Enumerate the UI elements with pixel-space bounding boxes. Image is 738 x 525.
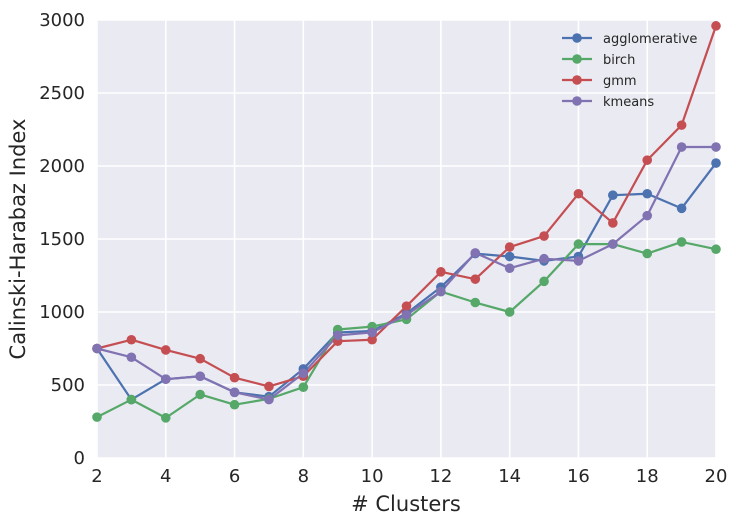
x-axis-label: # Clusters <box>351 492 461 516</box>
y-tick-label: 2000 <box>39 156 85 177</box>
data-point-kmeans <box>642 210 653 221</box>
data-point-birch <box>195 389 205 400</box>
y-axis-ticks: 0 500 1000 1500 2000 2500 3000 <box>39 10 85 469</box>
legend: agglomerative birch gmm kmeans <box>562 32 697 110</box>
x-tick-label: 8 <box>298 466 309 487</box>
y-tick-label: 1000 <box>39 302 85 323</box>
data-point-birch <box>642 248 653 259</box>
legend-label-gmm: gmm <box>603 74 637 89</box>
data-point-kmeans <box>504 263 515 274</box>
data-point-gmm <box>401 301 412 311</box>
x-tick-label: 16 <box>567 466 590 487</box>
data-point-gmm <box>642 155 653 165</box>
data-point-kmeans <box>195 371 205 382</box>
data-point-agglomerative <box>504 251 515 262</box>
series-points <box>92 21 721 423</box>
x-tick-label: 12 <box>429 466 452 487</box>
data-point-gmm <box>229 372 240 383</box>
data-point-kmeans <box>332 330 343 341</box>
data-point-agglomerative <box>608 190 618 200</box>
data-point-kmeans <box>229 387 240 398</box>
data-point-agglomerative <box>711 158 721 168</box>
data-point-birch <box>676 237 687 247</box>
x-tick-label: 10 <box>361 466 384 487</box>
data-point-kmeans <box>126 352 137 363</box>
y-tick-label: 0 <box>74 448 85 469</box>
data-point-kmeans <box>608 239 618 249</box>
data-point-gmm <box>573 188 584 199</box>
legend-label-birch: birch <box>603 53 635 68</box>
data-point-birch <box>539 276 549 287</box>
data-point-birch <box>126 394 137 405</box>
data-point-birch <box>160 413 171 423</box>
data-point-kmeans <box>711 142 721 152</box>
data-point-agglomerative <box>642 188 653 199</box>
legend-label-kmeans: kmeans <box>603 95 654 110</box>
data-point-kmeans <box>298 368 309 379</box>
data-point-birch <box>229 399 240 410</box>
data-point-birch <box>470 297 481 308</box>
data-point-gmm <box>436 267 446 277</box>
data-point-gmm <box>195 353 205 364</box>
data-point-kmeans <box>160 374 171 384</box>
data-point-kmeans <box>573 256 584 266</box>
x-tick-label: 6 <box>229 466 240 487</box>
data-point-gmm <box>539 231 549 241</box>
y-axis-label: Calinski-Harabaz Index <box>6 119 30 360</box>
data-point-kmeans <box>539 253 549 264</box>
legend-marker-gmm <box>572 75 582 85</box>
y-tick-label: 2500 <box>39 83 85 104</box>
y-tick-label: 500 <box>51 375 85 396</box>
x-axis-ticks: 2 4 6 8 10 12 14 16 18 20 <box>91 466 727 487</box>
data-point-kmeans <box>436 286 446 297</box>
data-point-birch <box>711 244 721 255</box>
data-point-gmm <box>608 218 618 228</box>
data-point-gmm <box>126 334 137 345</box>
data-point-kmeans <box>401 310 412 320</box>
data-point-birch <box>573 239 584 249</box>
legend-marker-agglomerative <box>572 33 582 43</box>
x-tick-label: 20 <box>705 466 728 487</box>
y-tick-label: 1500 <box>39 229 85 250</box>
data-point-kmeans <box>264 394 274 405</box>
data-point-birch <box>504 307 515 317</box>
data-point-birch <box>298 382 309 392</box>
y-tick-label: 3000 <box>39 10 85 31</box>
x-tick-label: 14 <box>498 466 521 487</box>
grid <box>96 19 717 459</box>
data-point-kmeans <box>470 248 481 258</box>
legend-label-agglomerative: agglomerative <box>603 32 697 47</box>
data-point-gmm <box>676 120 687 130</box>
data-point-kmeans <box>367 327 377 338</box>
legend-marker-kmeans <box>572 96 582 106</box>
data-point-kmeans <box>676 142 687 152</box>
data-point-gmm <box>711 21 721 31</box>
data-point-gmm <box>470 274 481 284</box>
x-tick-label: 2 <box>91 466 102 487</box>
x-tick-label: 4 <box>160 466 171 487</box>
data-point-agglomerative <box>676 203 687 214</box>
data-point-gmm <box>504 242 515 252</box>
legend-marker-birch <box>572 54 582 64</box>
data-point-gmm <box>367 334 377 345</box>
x-tick-label: 18 <box>636 466 659 487</box>
data-point-kmeans <box>92 343 102 354</box>
data-point-birch <box>92 412 102 422</box>
data-point-gmm <box>264 381 274 392</box>
data-point-gmm <box>160 345 171 355</box>
